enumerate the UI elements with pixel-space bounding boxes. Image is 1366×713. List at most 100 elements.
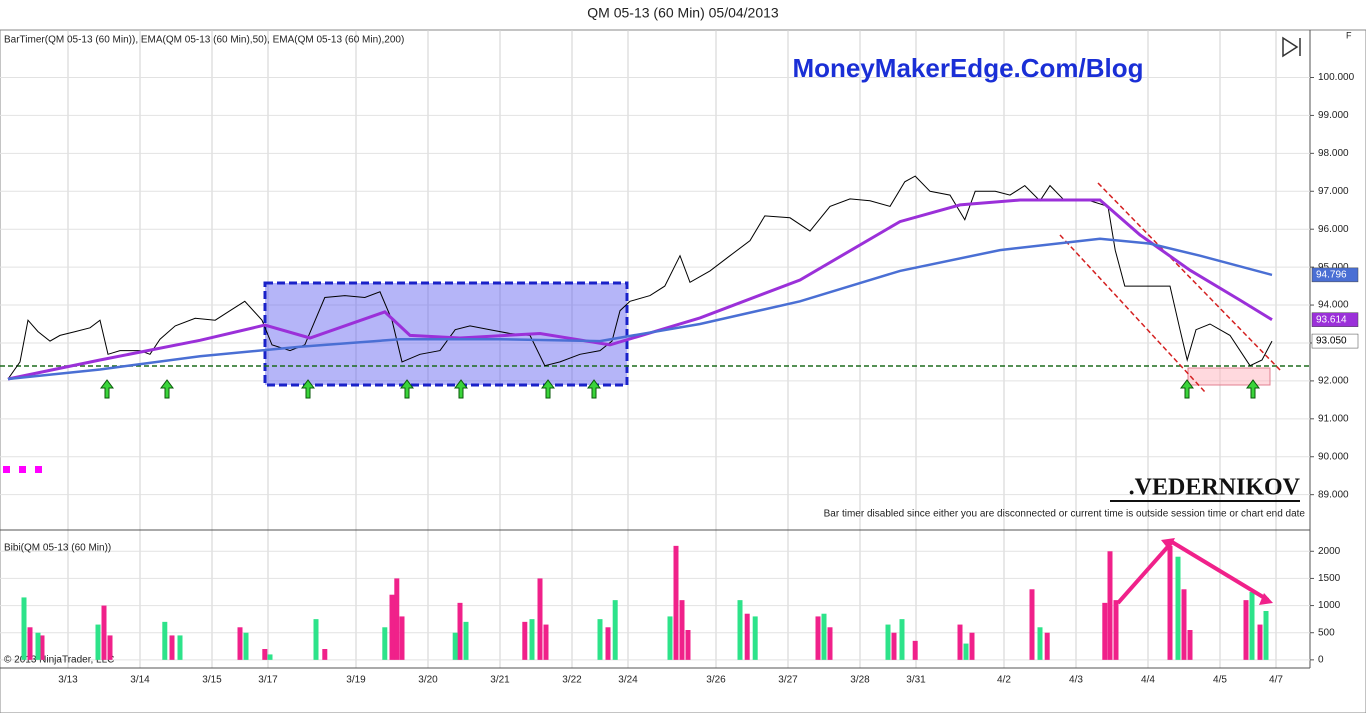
marker-dot	[35, 466, 42, 473]
up-arrow	[400, 379, 414, 399]
volume-bar	[612, 600, 618, 660]
copyright: © 2013 NinjaTrader, LLC	[4, 655, 114, 666]
volume-bar	[21, 597, 27, 660]
volume-bar	[537, 578, 543, 660]
volume-bar	[177, 635, 183, 660]
volume-bar	[673, 545, 679, 660]
y-tick-label: 100.000	[1318, 72, 1355, 83]
volume-bar	[1113, 600, 1119, 660]
volume-bar	[1107, 551, 1113, 660]
volume-bar	[529, 619, 535, 660]
y-tick-label: 1000	[1318, 600, 1341, 611]
volume-bar	[1243, 600, 1249, 660]
volume-bar	[27, 627, 33, 660]
volume-bar	[394, 578, 400, 660]
x-tick-label: 4/4	[1141, 675, 1155, 686]
x-tick-label: 3/20	[418, 675, 438, 686]
marker-dot	[19, 466, 26, 473]
support-box	[1187, 367, 1271, 386]
price-marker-label: 94.796	[1316, 270, 1347, 281]
up-arrow	[454, 379, 468, 399]
volume-bar	[1187, 630, 1193, 660]
play-triangle[interactable]	[1282, 36, 1299, 58]
volume-bar	[1175, 556, 1181, 660]
volume-bar	[243, 632, 249, 660]
up-arrow	[100, 379, 114, 399]
signature: .VEDERNIKOV	[1129, 475, 1301, 501]
volume-bar	[815, 616, 821, 660]
volume-bar	[667, 616, 673, 660]
price-marker-label: 93.614	[1316, 314, 1347, 325]
x-tick-label: 3/24	[618, 675, 638, 686]
up-arrow	[541, 379, 555, 399]
panel-title: Bibi(QM 05-13 (60 Min))	[4, 543, 111, 554]
volume-bar	[389, 594, 395, 660]
x-tick-label: 3/21	[490, 675, 510, 686]
volume-bar	[95, 624, 101, 660]
volume-bar	[452, 632, 458, 660]
volume-bar	[891, 632, 897, 660]
corner-label: F	[1346, 30, 1352, 40]
volume-bar	[237, 627, 243, 660]
volume-bar	[35, 632, 41, 660]
up-arrow	[587, 379, 601, 399]
y-tick-label: 500	[1318, 627, 1335, 638]
x-tick-label: 3/15	[202, 675, 222, 686]
watermark: MoneyMakerEdge.Com/Blog	[792, 53, 1143, 83]
up-arrow	[1180, 379, 1194, 399]
indicator-label: BarTimer(QM 05-13 (60 Min)), EMA(QM 05-1…	[4, 35, 404, 46]
x-tick-label: 3/31	[906, 675, 926, 686]
arrow-head	[1161, 538, 1175, 550]
volume-bar	[605, 627, 611, 660]
price-marker-label: 93.050	[1316, 336, 1347, 347]
volume-bar	[1037, 627, 1043, 660]
volume-bar	[107, 635, 113, 660]
volume-bar	[1263, 611, 1269, 660]
play-icon[interactable]	[1282, 36, 1301, 58]
volume-bar	[463, 621, 469, 660]
volume-bar	[963, 643, 969, 660]
volume-bar	[1044, 632, 1050, 660]
volume-bar	[737, 600, 743, 660]
volume-bar	[744, 613, 750, 660]
volume-bar	[885, 624, 891, 660]
volume-bar	[957, 624, 963, 660]
volume-bar	[752, 616, 758, 660]
x-tick-label: 4/7	[1269, 675, 1283, 686]
volume-bar	[1029, 589, 1035, 660]
up-arrow	[301, 379, 315, 399]
volume-bar	[821, 613, 827, 660]
up-arrow	[160, 379, 174, 399]
y-tick-label: 1500	[1318, 573, 1341, 584]
y-tick-label: 94.000	[1318, 300, 1349, 311]
price-marker	[1311, 312, 1359, 327]
volume-bar	[262, 649, 268, 660]
volume-bar	[969, 632, 975, 660]
y-tick-label: 99.000	[1318, 110, 1349, 121]
volume-bar	[597, 619, 603, 660]
x-tick-label: 3/27	[778, 675, 798, 686]
y-tick-label: 91.000	[1318, 413, 1349, 424]
price-marker	[1311, 333, 1359, 349]
annotations	[0, 182, 1310, 399]
volume-bar	[1181, 589, 1187, 660]
x-tick-label: 3/19	[346, 675, 366, 686]
x-tick-label: 3/14	[130, 675, 150, 686]
channel-line	[1059, 234, 1206, 393]
y-tick-label: 97.000	[1318, 186, 1349, 197]
range-box	[263, 281, 629, 387]
marker-dot	[3, 466, 10, 473]
y-tick-label: 89.000	[1318, 489, 1349, 500]
arrow-head	[1259, 593, 1273, 605]
volume-bar	[1102, 602, 1108, 660]
price-line	[7, 237, 1273, 381]
volume-bar	[522, 621, 528, 660]
volume-bar	[827, 627, 833, 660]
volume-bar	[399, 616, 405, 660]
x-tick-label: 3/13	[58, 675, 78, 686]
x-tick-label: 3/28	[850, 675, 870, 686]
x-tick-label: 4/2	[997, 675, 1011, 686]
volume-bar	[1257, 624, 1263, 660]
volume-bar	[543, 624, 549, 660]
